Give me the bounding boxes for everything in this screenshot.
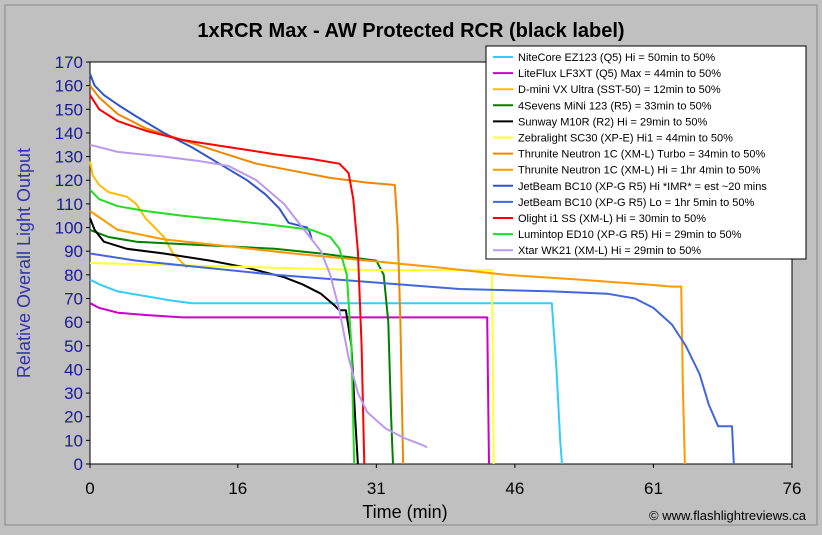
- legend-items: NiteCore EZ123 (Q5) Hi = 50min to 50% Lit…: [493, 52, 767, 257]
- legend-box: [485, 45, 807, 260]
- legend-entry: NiteCore EZ123 (Q5) Hi = 50min to 50%: [518, 52, 715, 64]
- y-tick-label: 170: [55, 53, 83, 72]
- legend-entry: JetBeam BC10 (XP-G R5) Hi *IMR* = est ~2…: [518, 181, 767, 193]
- series-line-11: [89, 189, 356, 465]
- y-tick-label: 120: [55, 171, 83, 190]
- credit-text: © www.flashlightreviews.ca: [649, 508, 807, 523]
- x-tick-label: 31: [367, 479, 386, 498]
- y-tick-label: 40: [64, 360, 83, 379]
- chart-frame: [4, 4, 818, 526]
- y-tick-label: 110: [56, 195, 83, 214]
- x-axis: 0 16 31 46 61 76: [85, 464, 801, 498]
- legend-entry: Olight i1 SS (XM-L) Hi = 30min to 50%: [518, 213, 706, 225]
- series-layer: [89, 73, 735, 465]
- series-line-7: [89, 210, 686, 465]
- y-tick-label: 20: [64, 408, 83, 427]
- legend-entry: Lumintop ED10 (XP-G R5) Hi = 29min to 50…: [518, 229, 742, 241]
- y-tick-label: 90: [64, 242, 83, 261]
- x-tick-label: 61: [644, 479, 663, 498]
- y-tick-label: 150: [55, 100, 83, 119]
- legend-entry: 4Sevens MiNi 123 (R5) = 33min to 50%: [518, 100, 712, 112]
- y-tick-label: 80: [64, 266, 83, 285]
- y-axis-label: Relative Overall Light Output: [14, 148, 34, 378]
- y-tick-label: 50: [64, 337, 83, 356]
- series-line-9: [89, 252, 735, 465]
- series-line-4: [89, 217, 359, 465]
- y-tick-label: 140: [55, 124, 83, 143]
- y-axis: 0 10 20 30 40 50 60 70 80 90 100 110 120 130 140 150 160…: [55, 53, 90, 474]
- series-line-2: [89, 161, 188, 269]
- x-axis-label: Time (min): [362, 502, 447, 522]
- legend-entry: Thrunite Neutron 1C (XM-L) Turbo = 34min…: [518, 149, 766, 161]
- series-line-10: [89, 94, 366, 465]
- y-tick-label: 0: [74, 455, 83, 474]
- series-line-6: [89, 84, 405, 465]
- y-tick-label: 160: [55, 77, 83, 96]
- legend-entry: Zebralight SC30 (XP-E) Hi1 = 44min to 50…: [518, 133, 733, 145]
- y-tick-label: 10: [64, 431, 83, 450]
- x-tick-label: 76: [783, 479, 802, 498]
- series-line-5: [89, 262, 495, 465]
- legend-entry: LiteFlux LF3XT (Q5) Max = 44min to 50%: [518, 68, 721, 80]
- series-line-12: [89, 143, 428, 449]
- legend-entry: Sunway M10R (R2) Hi = 29min to 50%: [518, 116, 707, 128]
- legend: NiteCore EZ123 (Q5) Hi = 50min to 50% Lit…: [485, 45, 807, 260]
- y-tick-label: 30: [64, 384, 83, 403]
- series-line-0: [89, 278, 563, 465]
- y-tick-label: 70: [64, 289, 83, 308]
- series-line-1: [89, 302, 490, 465]
- legend-entry: Thrunite Neutron 1C (XM-L) Hi = 1hr 4min…: [518, 165, 761, 177]
- y-tick-label: 100: [55, 219, 83, 238]
- legend-entry: Xtar WK21 (XM-L) Hi = 29min to 50%: [518, 245, 701, 257]
- x-tick-label: 0: [85, 479, 94, 498]
- x-tick-label: 16: [228, 479, 247, 498]
- y-tick-label: 60: [64, 313, 83, 332]
- legend-entry: JetBeam BC10 (XP-G R5) Lo = 1hr 5min to …: [518, 197, 755, 209]
- x-tick-label: 46: [505, 479, 524, 498]
- y-tick-label: 130: [55, 148, 83, 167]
- legend-entry: D-mini VX Ultra (SST-50) = 12min to 50%: [518, 84, 721, 96]
- chart-title: 1xRCR Max - AW Protected RCR (black labe…: [197, 20, 624, 42]
